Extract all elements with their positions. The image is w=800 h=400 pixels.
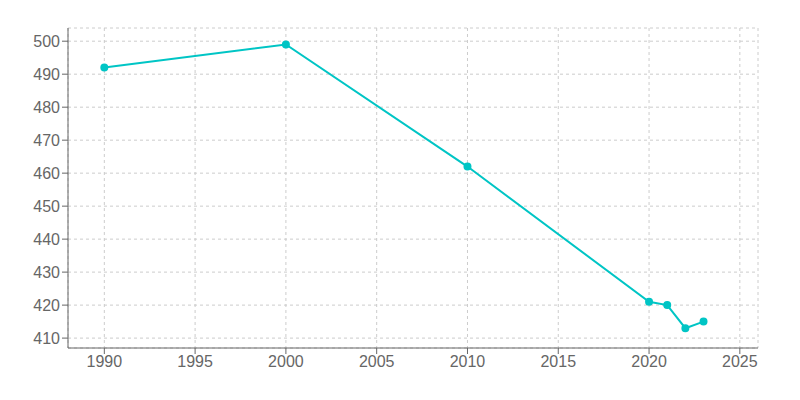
svg-text:470: 470: [33, 132, 60, 149]
svg-text:490: 490: [33, 66, 60, 83]
svg-text:500: 500: [33, 33, 60, 50]
svg-text:2025: 2025: [722, 353, 758, 370]
svg-text:1995: 1995: [177, 353, 213, 370]
svg-text:2015: 2015: [540, 353, 576, 370]
svg-text:410: 410: [33, 330, 60, 347]
svg-text:2010: 2010: [450, 353, 486, 370]
svg-text:480: 480: [33, 99, 60, 116]
svg-text:2000: 2000: [268, 353, 304, 370]
svg-text:450: 450: [33, 198, 60, 215]
svg-text:2005: 2005: [359, 353, 395, 370]
svg-text:1990: 1990: [87, 353, 123, 370]
svg-text:420: 420: [33, 297, 60, 314]
svg-text:430: 430: [33, 264, 60, 281]
svg-text:440: 440: [33, 231, 60, 248]
svg-text:2020: 2020: [631, 353, 667, 370]
svg-text:460: 460: [33, 165, 60, 182]
